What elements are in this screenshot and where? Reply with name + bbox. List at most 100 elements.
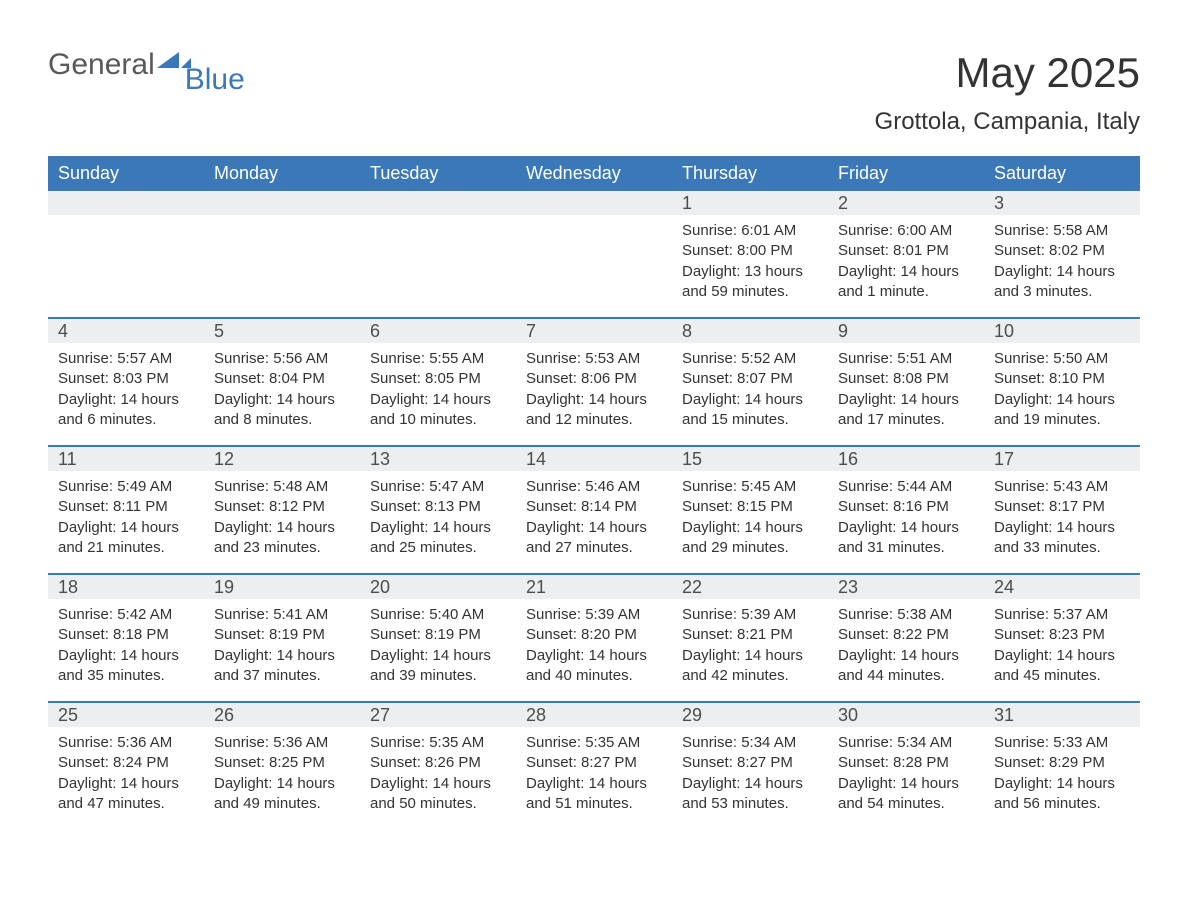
- sunset-text: Sunset: 8:18 PM: [58, 625, 194, 645]
- calendar-cell: 29Sunrise: 5:34 AMSunset: 8:27 PMDayligh…: [672, 703, 828, 829]
- calendar-cell: 26Sunrise: 5:36 AMSunset: 8:25 PMDayligh…: [204, 703, 360, 829]
- calendar-cell: 15Sunrise: 5:45 AMSunset: 8:15 PMDayligh…: [672, 447, 828, 573]
- day-number-row: 6: [360, 319, 516, 343]
- sunset-text: Sunset: 8:14 PM: [526, 497, 662, 517]
- day-number-row: 16: [828, 447, 984, 471]
- day-number: 18: [48, 577, 78, 598]
- sunset-text: Sunset: 8:21 PM: [682, 625, 818, 645]
- daylight-text: Daylight: 14 hours and 23 minutes.: [214, 518, 350, 559]
- brand-word-2: Blue: [185, 65, 245, 95]
- daylight-text: Daylight: 14 hours and 19 minutes.: [994, 390, 1130, 431]
- calendar-cell: 7Sunrise: 5:53 AMSunset: 8:06 PMDaylight…: [516, 319, 672, 445]
- page-location: Grottola, Campania, Italy: [875, 108, 1140, 136]
- day-number: 29: [672, 705, 702, 726]
- calendar-cell: 14Sunrise: 5:46 AMSunset: 8:14 PMDayligh…: [516, 447, 672, 573]
- sunset-text: Sunset: 8:16 PM: [838, 497, 974, 517]
- weekday-header: Wednesday: [516, 156, 672, 191]
- sunrise-text: Sunrise: 5:39 AM: [682, 605, 818, 625]
- day-details: Sunrise: 5:38 AMSunset: 8:22 PMDaylight:…: [828, 599, 984, 696]
- sunrise-text: Sunrise: 5:44 AM: [838, 477, 974, 497]
- calendar-cell: 11 Sunrise: 5:49 AMSunset: 8:11 PMDayligh…: [48, 447, 204, 573]
- sunrise-text: Sunrise: 5:49 AM: [58, 477, 194, 497]
- day-number-row: 29: [672, 703, 828, 727]
- day-details: Sunrise: 5:41 AMSunset: 8:19 PMDaylight:…: [204, 599, 360, 696]
- day-details: Sunrise: 6:00 AMSunset: 8:01 PMDaylight:…: [828, 215, 984, 312]
- calendar-cell: 6Sunrise: 5:55 AMSunset: 8:05 PMDaylight…: [360, 319, 516, 445]
- daylight-text: Daylight: 14 hours and 53 minutes.: [682, 774, 818, 815]
- calendar-cell: 17Sunrise: 5:43 AMSunset: 8:17 PMDayligh…: [984, 447, 1140, 573]
- day-number: 30: [828, 705, 858, 726]
- day-number-row: [204, 191, 360, 215]
- daylight-text: Daylight: 13 hours and 59 minutes.: [682, 262, 818, 303]
- day-number-row: 9: [828, 319, 984, 343]
- calendar-cell: 8Sunrise: 5:52 AMSunset: 8:07 PMDaylight…: [672, 319, 828, 445]
- sunrise-text: Sunrise: 5:33 AM: [994, 733, 1130, 753]
- day-number-row: 21: [516, 575, 672, 599]
- sunrise-text: Sunrise: 5:56 AM: [214, 349, 350, 369]
- calendar-cell: 21Sunrise: 5:39 AMSunset: 8:20 PMDayligh…: [516, 575, 672, 701]
- sunrise-text: Sunrise: 5:48 AM: [214, 477, 350, 497]
- sunset-text: Sunset: 8:06 PM: [526, 369, 662, 389]
- sunset-text: Sunset: 8:11 PM: [58, 497, 194, 517]
- sunrise-text: Sunrise: 5:50 AM: [994, 349, 1130, 369]
- calendar-cell: 5Sunrise: 5:56 AMSunset: 8:04 PMDaylight…: [204, 319, 360, 445]
- day-number: 5: [204, 321, 224, 342]
- daylight-text: Daylight: 14 hours and 35 minutes.: [58, 646, 194, 687]
- day-number: 2: [828, 193, 848, 214]
- day-number-row: 30: [828, 703, 984, 727]
- sunset-text: Sunset: 8:27 PM: [526, 753, 662, 773]
- calendar-cell: [48, 191, 204, 317]
- weekday-header: Friday: [828, 156, 984, 191]
- calendar-week-row: 25Sunrise: 5:36 AMSunset: 8:24 PMDayligh…: [48, 701, 1140, 829]
- day-details: Sunrise: 5:35 AMSunset: 8:26 PMDaylight:…: [360, 727, 516, 824]
- calendar-cell: [204, 191, 360, 317]
- day-details: Sunrise: 5:45 AMSunset: 8:15 PMDaylight:…: [672, 471, 828, 568]
- calendar-week-row: 11Sunrise: 5:49 AMSunset: 8:11 PMDayligh…: [48, 445, 1140, 573]
- calendar-cell: [516, 191, 672, 317]
- sunset-text: Sunset: 8:02 PM: [994, 241, 1130, 261]
- day-number-row: 25: [48, 703, 204, 727]
- day-details: Sunrise: 5:58 AMSunset: 8:02 PMDaylight:…: [984, 215, 1140, 312]
- weekday-header: Tuesday: [360, 156, 516, 191]
- sunrise-text: Sunrise: 5:41 AM: [214, 605, 350, 625]
- calendar-cell: 4Sunrise: 5:57 AMSunset: 8:03 PMDaylight…: [48, 319, 204, 445]
- sunset-text: Sunset: 8:17 PM: [994, 497, 1130, 517]
- day-number-row: 10: [984, 319, 1140, 343]
- day-number-row: 7: [516, 319, 672, 343]
- day-number-row: 11: [48, 447, 204, 471]
- day-details: Sunrise: 5:50 AMSunset: 8:10 PMDaylight:…: [984, 343, 1140, 440]
- day-number: 15: [672, 449, 702, 470]
- day-number: 27: [360, 705, 390, 726]
- calendar-cell: 19Sunrise: 5:41 AMSunset: 8:19 PMDayligh…: [204, 575, 360, 701]
- sunrise-text: Sunrise: 6:00 AM: [838, 221, 974, 241]
- sunrise-text: Sunrise: 5:35 AM: [526, 733, 662, 753]
- sunrise-text: Sunrise: 6:01 AM: [682, 221, 818, 241]
- sunset-text: Sunset: 8:12 PM: [214, 497, 350, 517]
- day-details: Sunrise: 5:39 AMSunset: 8:20 PMDaylight:…: [516, 599, 672, 696]
- day-number-row: 27: [360, 703, 516, 727]
- day-number-row: 2: [828, 191, 984, 215]
- day-number: 10: [984, 321, 1014, 342]
- daylight-text: Daylight: 14 hours and 42 minutes.: [682, 646, 818, 687]
- sunrise-text: Sunrise: 5:46 AM: [526, 477, 662, 497]
- day-number: 13: [360, 449, 390, 470]
- calendar-cell: 10Sunrise: 5:50 AMSunset: 8:10 PMDayligh…: [984, 319, 1140, 445]
- day-number-row: 20: [360, 575, 516, 599]
- day-number: 4: [48, 321, 68, 342]
- sunrise-text: Sunrise: 5:53 AM: [526, 349, 662, 369]
- calendar-cell: 13Sunrise: 5:47 AMSunset: 8:13 PMDayligh…: [360, 447, 516, 573]
- daylight-text: Daylight: 14 hours and 21 minutes.: [58, 518, 194, 559]
- calendar-cell: 30Sunrise: 5:34 AMSunset: 8:28 PMDayligh…: [828, 703, 984, 829]
- daylight-text: Daylight: 14 hours and 3 minutes.: [994, 262, 1130, 303]
- calendar-cell: 2Sunrise: 6:00 AMSunset: 8:01 PMDaylight…: [828, 191, 984, 317]
- sunset-text: Sunset: 8:27 PM: [682, 753, 818, 773]
- day-details: Sunrise: 6:01 AMSunset: 8:00 PMDaylight:…: [672, 215, 828, 312]
- calendar-cell: 24Sunrise: 5:37 AMSunset: 8:23 PMDayligh…: [984, 575, 1140, 701]
- day-number: 7: [516, 321, 536, 342]
- day-details: Sunrise: 5:51 AMSunset: 8:08 PMDaylight:…: [828, 343, 984, 440]
- day-details: Sunrise: 5:39 AMSunset: 8:21 PMDaylight:…: [672, 599, 828, 696]
- sunrise-text: Sunrise: 5:36 AM: [58, 733, 194, 753]
- sunset-text: Sunset: 8:04 PM: [214, 369, 350, 389]
- daylight-text: Daylight: 14 hours and 31 minutes.: [838, 518, 974, 559]
- daylight-text: Daylight: 14 hours and 56 minutes.: [994, 774, 1130, 815]
